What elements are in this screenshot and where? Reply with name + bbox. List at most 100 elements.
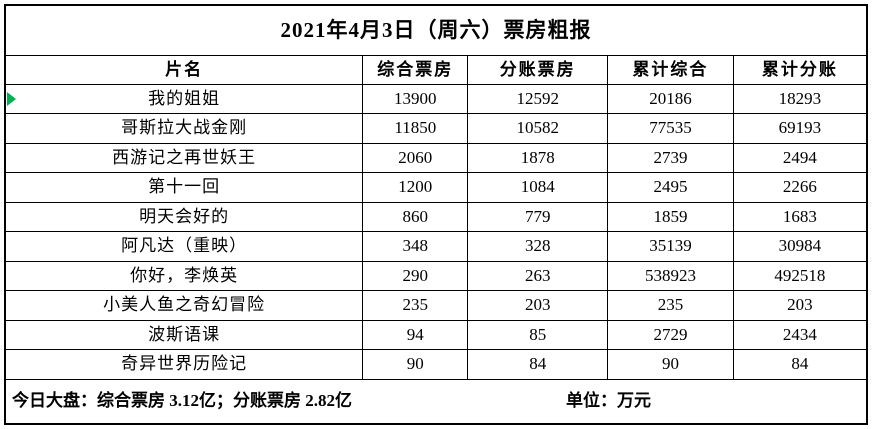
daily-total-summary: 今日大盘：综合票房 3.12亿；分账票房 2.82亿 (12, 391, 352, 411)
value-cell: 2266 (732, 172, 868, 203)
cell-text: 203 (787, 295, 813, 315)
column-header-label: 综合票房 (377, 59, 454, 79)
cell-text: 860 (402, 206, 429, 226)
film-name-cell: 哥斯拉大战金刚 (4, 113, 364, 144)
value-cell: 1683 (732, 201, 868, 232)
cell-text: 779 (524, 206, 551, 226)
cell-text: 1859 (653, 206, 688, 226)
box-office-table: 2021年4月3日（周六）票房粗报 片名 综合票房 分账票房 累计综合 累计分账 我的姐… (4, 4, 868, 425)
unit-label: 单位：万元 (566, 391, 651, 411)
cell-text: 奇异世界历险记 (121, 354, 248, 374)
value-cell: 84 (467, 349, 609, 380)
cell-text: 90 (406, 354, 424, 374)
column-header-4: 累计分账 (732, 54, 868, 85)
cell-text: 328 (524, 236, 551, 256)
value-cell: 1084 (467, 172, 609, 203)
value-cell: 263 (467, 260, 609, 291)
cell-text: 30984 (778, 236, 822, 256)
cell-text: 203 (524, 295, 551, 315)
table-row: 波斯语课 94 85 2729 2434 (4, 319, 868, 350)
cell-text: 2060 (398, 147, 433, 167)
cell-text: 2729 (653, 324, 688, 344)
film-name-cell: 波斯语课 (4, 319, 364, 350)
value-cell: 13900 (362, 83, 469, 114)
cell-text: 290 (402, 265, 429, 285)
value-cell: 85 (467, 319, 609, 350)
film-name-cell: 明天会好的 (4, 201, 364, 232)
value-cell: 203 (467, 290, 609, 321)
cell-text: 2739 (653, 147, 688, 167)
value-cell: 328 (467, 231, 609, 262)
value-cell: 20186 (607, 83, 734, 114)
value-cell: 1878 (467, 142, 609, 173)
cell-text: 哥斯拉大战金刚 (121, 118, 248, 138)
cell-text: 77535 (649, 118, 692, 138)
table-footer: 今日大盘：综合票房 3.12亿；分账票房 2.82亿 单位：万元 (4, 378, 868, 425)
header-row: 片名 综合票房 分账票房 累计综合 累计分账 (4, 54, 868, 85)
value-cell: 2495 (607, 172, 734, 203)
value-cell: 1200 (362, 172, 469, 203)
film-name-cell: 阿凡达（重映） (4, 231, 364, 262)
table-row: 小美人鱼之奇幻冒险 235 203 235 203 (4, 290, 868, 321)
cell-text: 263 (524, 265, 551, 285)
cell-text: 84 (791, 354, 809, 374)
table-row: 阿凡达（重映） 348 328 35139 30984 (4, 231, 868, 262)
cell-text: 明天会好的 (139, 206, 230, 226)
cell-text: 11850 (394, 118, 437, 138)
cell-text: 18293 (778, 88, 822, 108)
cell-text: 我的姐姐 (148, 88, 221, 108)
footer-row: 今日大盘：综合票房 3.12亿；分账票房 2.82亿 单位：万元 (4, 378, 868, 425)
cell-text: 84 (529, 354, 547, 374)
value-cell: 77535 (607, 113, 734, 144)
cell-text: 13900 (394, 88, 437, 108)
column-header-label: 分账票房 (499, 59, 576, 79)
cell-text: 第十一回 (148, 177, 221, 197)
table-row: 我的姐姐 13900 12592 20186 18293 (4, 83, 868, 114)
column-header-2: 分账票房 (467, 54, 609, 85)
value-cell: 10582 (467, 113, 609, 144)
value-cell: 2434 (732, 319, 868, 350)
column-header-label: 累计综合 (632, 59, 709, 79)
value-cell: 290 (362, 260, 469, 291)
column-header-label: 片名 (165, 59, 204, 79)
value-cell: 30984 (732, 231, 868, 262)
value-cell: 2729 (607, 319, 734, 350)
film-name-cell: 我的姐姐 (4, 83, 364, 114)
table-row: 明天会好的 860 779 1859 1683 (4, 201, 868, 232)
cell-text: 阿凡达（重映） (121, 236, 248, 256)
table-row: 第十一回 1200 1084 2495 2266 (4, 172, 868, 203)
cell-text: 西游记之再世妖王 (112, 147, 257, 167)
report-title: 2021年4月3日（周六）票房粗报 (4, 4, 868, 56)
cell-text: 你好，李焕英 (130, 265, 239, 285)
value-cell: 203 (732, 290, 868, 321)
value-cell: 235 (362, 290, 469, 321)
table-row: 奇异世界历险记 90 84 90 84 (4, 349, 868, 380)
cell-text: 1683 (782, 206, 817, 226)
value-cell: 35139 (607, 231, 734, 262)
film-name-cell: 奇异世界历险记 (4, 349, 364, 380)
title-row: 2021年4月3日（周六）票房粗报 (4, 4, 868, 56)
value-cell: 779 (467, 201, 609, 232)
table-row: 西游记之再世妖王 2060 1878 2739 2494 (4, 142, 868, 173)
cell-text: 波斯语课 (148, 324, 221, 344)
value-cell: 94 (362, 319, 469, 350)
column-header-1: 综合票房 (362, 54, 469, 85)
value-cell: 2494 (732, 142, 868, 173)
column-header-3: 累计综合 (607, 54, 734, 85)
table-row: 你好，李焕英 290 263 538923 492518 (4, 260, 868, 291)
cell-text: 1200 (398, 177, 433, 197)
value-cell: 860 (362, 201, 469, 232)
value-cell: 18293 (732, 83, 868, 114)
cell-text: 10582 (516, 118, 559, 138)
value-cell: 2060 (362, 142, 469, 173)
cell-text: 235 (402, 295, 429, 315)
cell-text: 小美人鱼之奇幻冒险 (103, 295, 266, 315)
cell-text: 2266 (782, 177, 817, 197)
value-cell: 90 (607, 349, 734, 380)
cell-text: 94 (406, 324, 424, 344)
cell-text: 2495 (653, 177, 688, 197)
cell-text: 1084 (520, 177, 555, 197)
cell-text: 12592 (516, 88, 559, 108)
table-row: 哥斯拉大战金刚 11850 10582 77535 69193 (4, 113, 868, 144)
